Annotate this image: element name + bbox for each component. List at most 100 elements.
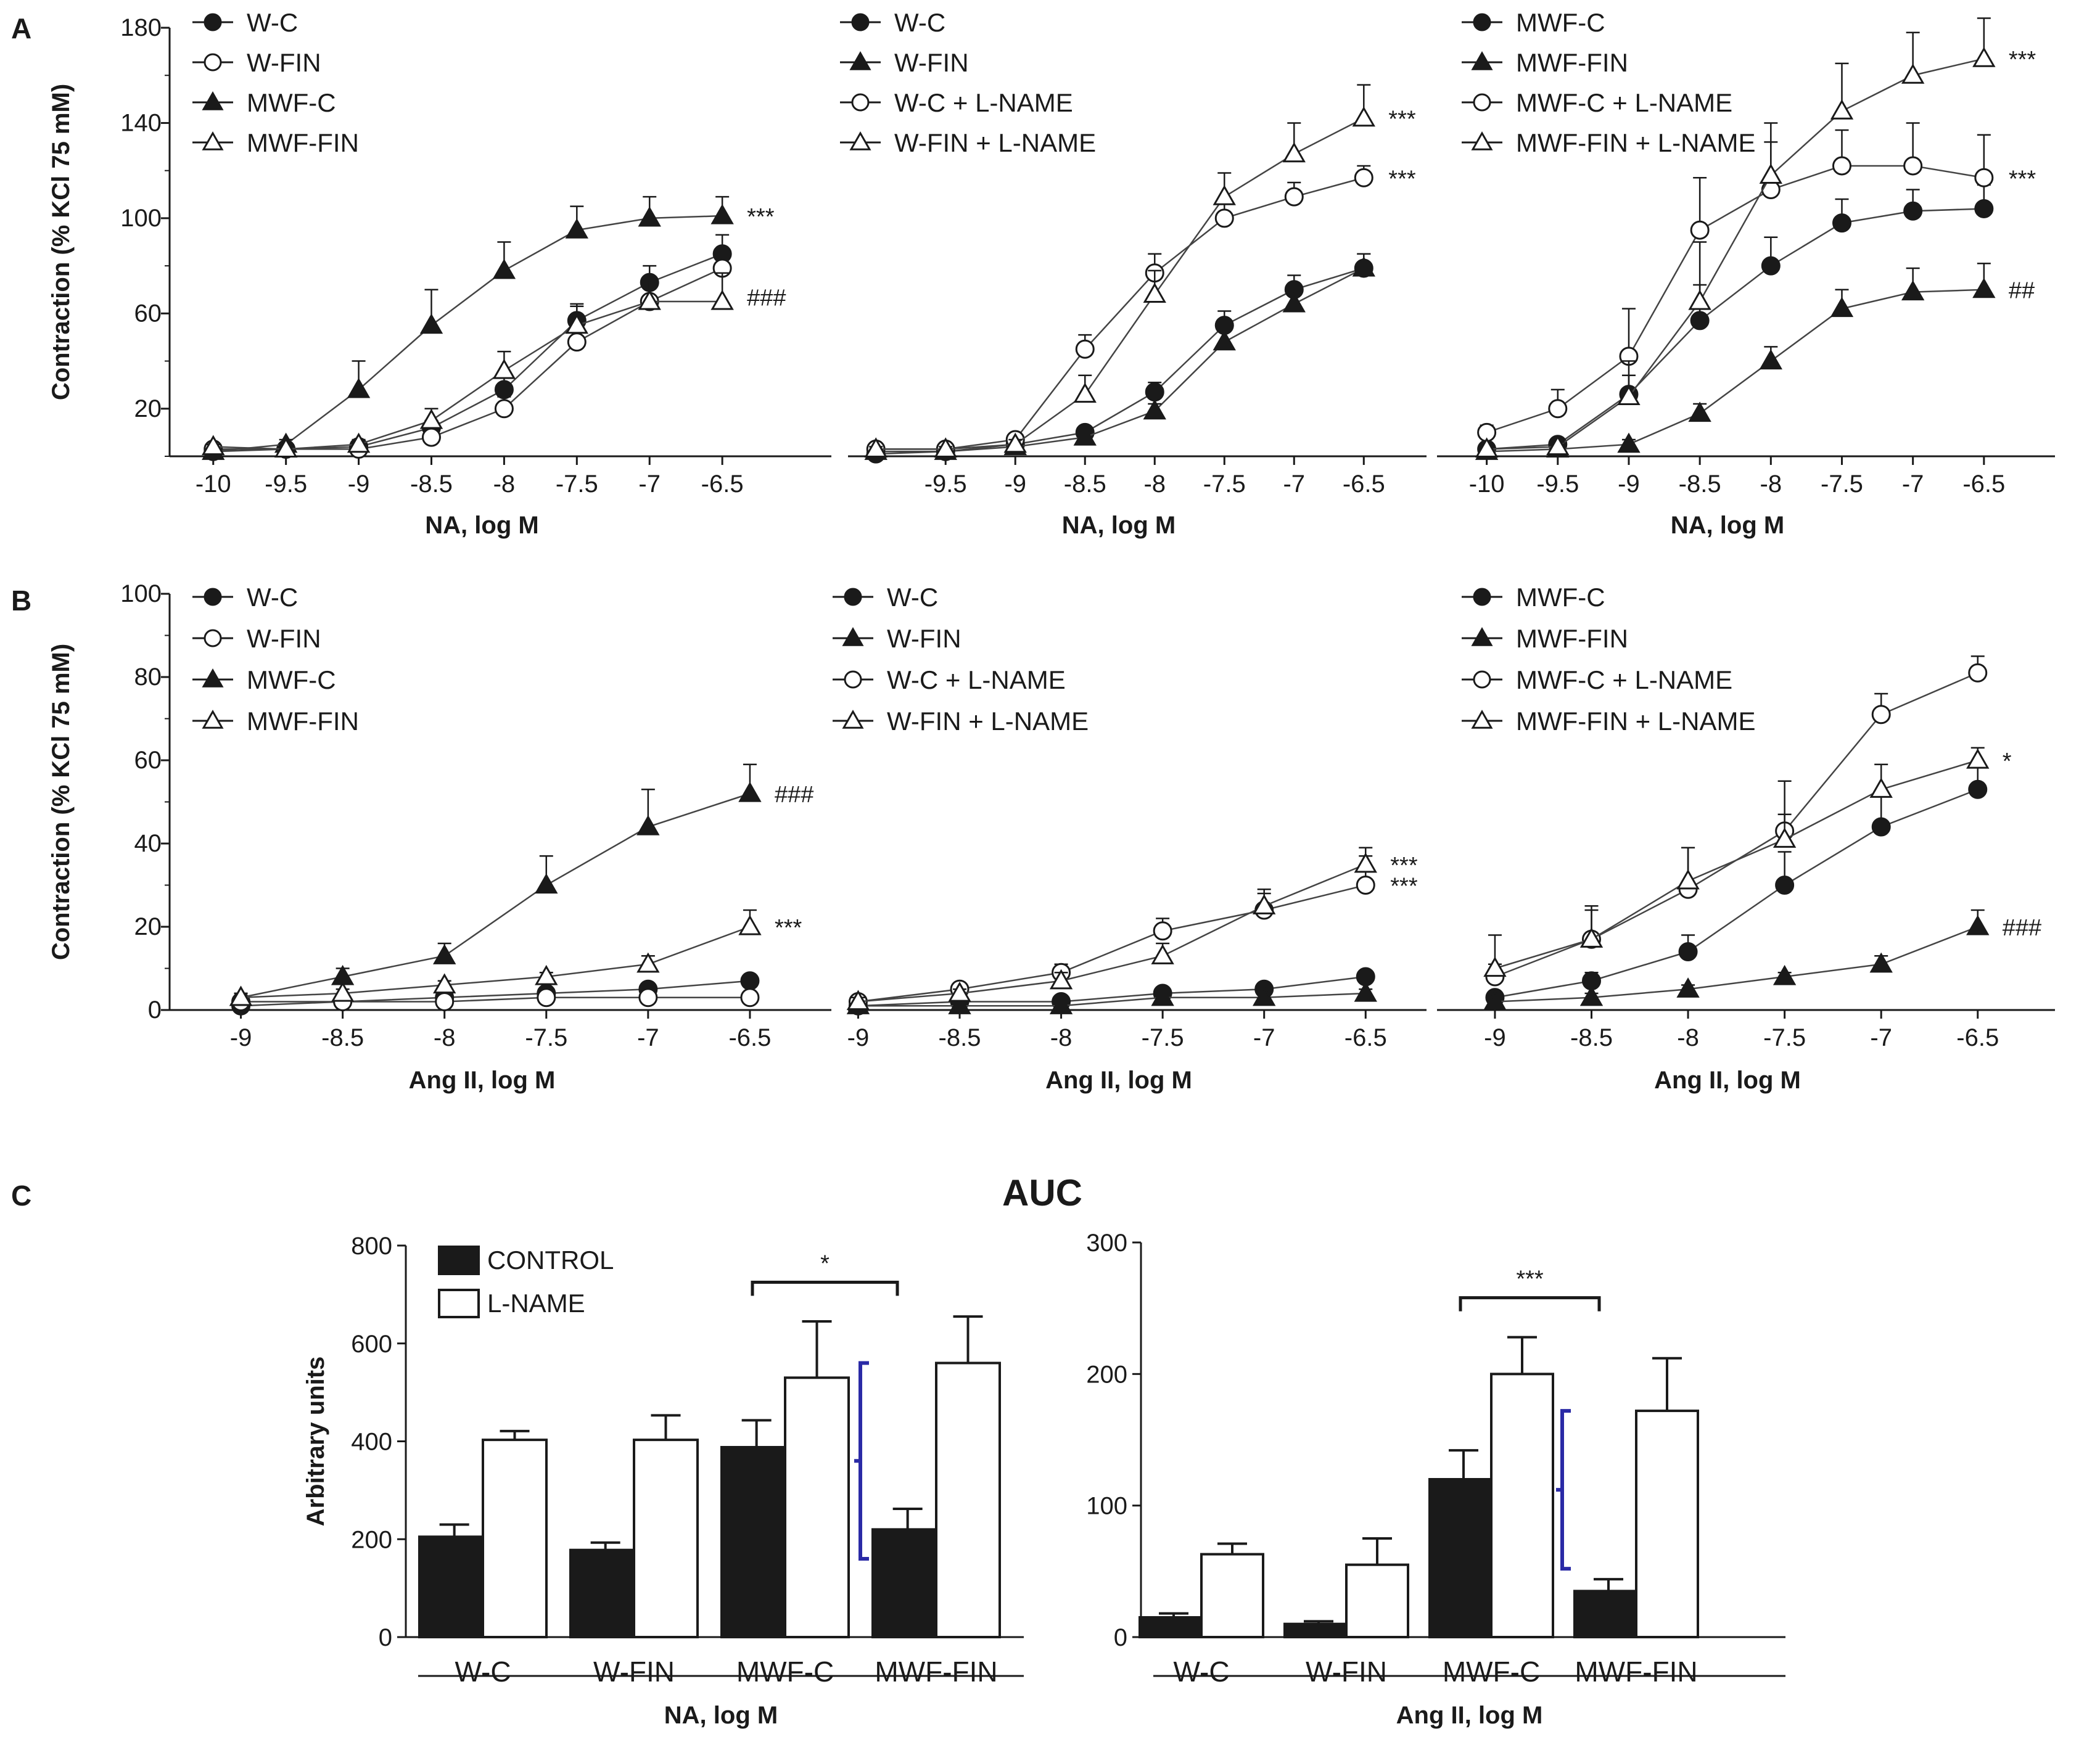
A1-point-mwf-fin — [638, 289, 661, 310]
A2-point-w-fin-l-name — [1282, 142, 1306, 163]
A2-legend-label-w-c: W-C — [894, 8, 945, 37]
A3-significance-label: *** — [2009, 47, 2036, 73]
C1-y-tick-label: 600 — [351, 1331, 392, 1358]
C1-y-label: Arbitrary units — [302, 1357, 329, 1527]
B2-point-w-c-l-name — [1153, 921, 1172, 941]
A3-point-mwf-c-l-name — [1832, 156, 1851, 176]
B2-legend-label-w-c-l-name: W-C + L-NAME — [887, 665, 1066, 694]
B1-point-mwf-fin — [433, 973, 456, 994]
B1-point-w-fin — [537, 988, 556, 1008]
C1-bar-control — [569, 1548, 635, 1638]
B1-legend-label-w-c: W-C — [247, 583, 298, 612]
panel-letter-a: A — [11, 12, 31, 44]
C2-bar-control — [1283, 1622, 1348, 1639]
A3-point-mwf-c — [1690, 311, 1710, 331]
B1-y-label: Contraction (% KCl 75 mM) — [47, 644, 75, 960]
B1-x-tick-label: -7.5 — [525, 1024, 567, 1051]
A3-point-mwf-fin-l-name — [1830, 99, 1854, 120]
B3-point-mwf-fin-l-name — [1579, 927, 1604, 948]
B1-x-tick-label: -8.5 — [321, 1024, 364, 1051]
A3-significance-label: ## — [2009, 278, 2035, 304]
A1-y-tick-label: 100 — [120, 205, 162, 232]
B2-point-w-fin-l-name — [1151, 944, 1174, 964]
A1-x-tick-label: -7 — [638, 470, 661, 498]
B3-x-tick-label: -7.5 — [1763, 1024, 1806, 1051]
A2-point-w-fin — [1213, 330, 1236, 351]
B3-x-tick-label: -8.5 — [1570, 1024, 1613, 1051]
A1-line-w-fin — [213, 267, 723, 450]
C1-bar-l-name — [935, 1361, 1001, 1638]
B1-legend-marker-w-c — [204, 588, 222, 606]
C1-y-tick-label: 200 — [351, 1526, 392, 1553]
A1-y-label: Contraction (% KCl 75 mM) — [47, 84, 75, 400]
A2-legend-marker-w-c — [851, 13, 870, 31]
A1-point-mwf-fin — [202, 435, 225, 456]
B1-x-label: Ang II, log M — [409, 1067, 556, 1094]
figure-title-auc: AUC — [1002, 1172, 1082, 1213]
A3-point-mwf-fin — [1901, 280, 1925, 301]
C1-blue-bracket-mark — [854, 1361, 869, 1561]
A2-line-w-fin — [876, 267, 1364, 453]
B2-legend-label-w-fin: W-FIN — [887, 624, 961, 653]
B3-point-mwf-fin — [1676, 977, 1700, 998]
B2-point-w-fin-l-name — [846, 990, 870, 1011]
A3-x-tick-label: -9 — [1618, 470, 1640, 498]
A1-y-tick-label: 60 — [134, 300, 162, 327]
C2-category-label: MWF-FIN — [1575, 1656, 1697, 1688]
B1-y-tick-label: 100 — [120, 580, 162, 607]
B3-legend-label-mwf-c-l-name: MWF-C + L-NAME — [1516, 665, 1732, 694]
C2-category-label: MWF-C — [1443, 1656, 1540, 1688]
C1-legend-label-control: CONTROL — [487, 1246, 614, 1275]
B1-legend-marker-mwf-c — [202, 668, 224, 688]
B1-significance-label: *** — [775, 915, 802, 941]
B2-x-label: Ang II, log M — [1045, 1067, 1192, 1094]
A1-line-mwf-fin — [213, 300, 723, 450]
A3-legend-marker-mwf-c — [1473, 13, 1491, 31]
B2-point-w-fin — [948, 994, 971, 1014]
A1-x-tick-label: -8 — [493, 470, 516, 498]
A2-point-w-c-l-name — [1354, 168, 1373, 187]
C1-bar-control — [871, 1528, 937, 1638]
A1-point-w-fin — [567, 332, 587, 352]
C1-legend-swatch-l-name — [438, 1289, 480, 1318]
A1-legend-marker-w-c — [204, 13, 222, 31]
A1-legend-label-w-c: W-C — [247, 8, 298, 37]
B3-point-mwf-c — [1678, 942, 1698, 961]
B3-line-mwf-fin — [1494, 926, 1979, 1003]
A1-x-label: NA, log M — [425, 512, 538, 539]
A2-x-tick-label: -8 — [1143, 470, 1166, 498]
B1-line-w-fin — [241, 996, 750, 1003]
B3-point-mwf-fin-l-name — [1483, 956, 1507, 977]
B2-point-w-fin-l-name — [948, 981, 971, 1002]
C1-bar-control — [418, 1535, 484, 1638]
B3-point-mwf-c-l-name — [1871, 705, 1891, 725]
C2-blue-bracket-mark — [1556, 1409, 1571, 1571]
B3-x-tick-label: -7 — [1870, 1024, 1892, 1051]
A3-point-mwf-fin — [1759, 349, 1782, 370]
A3-x-tick-label: -8.5 — [1679, 470, 1721, 498]
A1-point-w-fin — [494, 399, 514, 419]
C2-bar-control — [1428, 1478, 1493, 1638]
A3-x-tick-label: -10 — [1469, 470, 1505, 498]
A2-x-tick-label: -8.5 — [1064, 470, 1106, 498]
A1-x-tick-label: -8.5 — [410, 470, 453, 498]
A3-point-mwf-c — [1974, 199, 1994, 218]
C1-significance-bracket — [751, 1281, 899, 1296]
A3-line-mwf-fin — [1486, 289, 1984, 453]
A2-point-w-c-l-name — [1214, 208, 1234, 228]
A2-point-w-c — [1145, 382, 1164, 402]
A1-x-tick-label: -10 — [196, 470, 231, 498]
C1-bar-control — [720, 1446, 786, 1638]
B3-significance-label: * — [2003, 749, 2012, 774]
B1-point-mwf-c — [433, 944, 456, 964]
B3-legend-label-mwf-fin: MWF-FIN — [1516, 624, 1628, 653]
B3-legend-marker-mwf-c-l-name — [1473, 670, 1491, 689]
C1-bar-l-name — [482, 1439, 548, 1638]
B2-x-tick-label: -8.5 — [939, 1024, 981, 1051]
B1-legend-label-w-fin: W-FIN — [247, 624, 321, 653]
B1-legend-label-mwf-c: MWF-C — [247, 665, 336, 694]
C2-y-tick-label: 300 — [1086, 1230, 1127, 1257]
B3-x-tick-label: -9 — [1484, 1024, 1506, 1051]
A3-legend-marker-mwf-fin-l-name — [1471, 131, 1493, 150]
B2-legend-marker-w-c-l-name — [844, 670, 862, 689]
